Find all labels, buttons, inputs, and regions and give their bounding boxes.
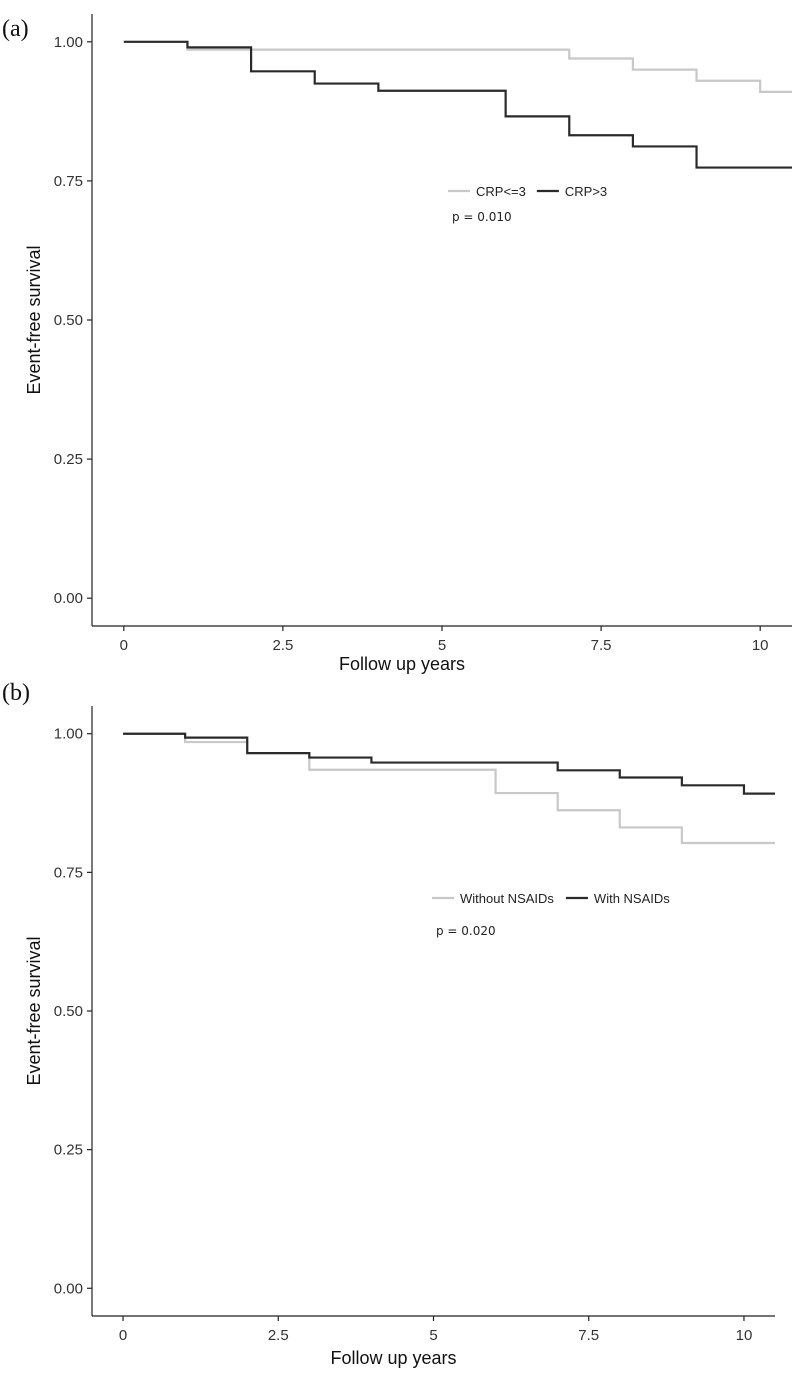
- x-tick-label: 5: [438, 637, 446, 654]
- legend-label: CRP>3: [565, 184, 607, 199]
- x-tick-label: 7.5: [591, 637, 612, 654]
- p-value-annotation: p = 0.010: [452, 210, 512, 224]
- y-axis-title: Event-free survival: [24, 936, 44, 1085]
- survival-curve-light: [123, 40, 792, 93]
- survival-curve-dark: [123, 40, 792, 169]
- x-tick-label: 5: [429, 1327, 437, 1344]
- y-tick-label: 0.75: [54, 864, 83, 881]
- legend-label: With NSAIDs: [594, 891, 670, 906]
- x-tick-label: 2.5: [268, 1327, 289, 1344]
- y-tick-label: 0.50: [54, 1003, 83, 1020]
- x-tick-label: 2.5: [272, 637, 293, 654]
- y-tick-label: 1.00: [54, 34, 83, 51]
- x-tick-label: 0: [119, 1327, 127, 1344]
- x-tick-label: 7.5: [578, 1327, 599, 1344]
- x-axis-title: Follow up years: [339, 654, 465, 674]
- x-tick-label: 0: [120, 637, 128, 654]
- p-value-annotation: p = 0.020: [436, 924, 496, 938]
- y-tick-label: 0.00: [54, 1280, 83, 1297]
- panel-label: (b): [2, 680, 30, 706]
- survival-curve-dark: [123, 732, 775, 795]
- y-tick-label: 0.00: [54, 590, 83, 607]
- legend-label: Without NSAIDs: [460, 891, 554, 906]
- panel-label: (a): [2, 16, 29, 42]
- x-tick-label: 10: [752, 637, 769, 654]
- y-tick-label: 1.00: [54, 726, 83, 743]
- y-tick-label: 0.25: [54, 1142, 83, 1159]
- survival-curve-light: [123, 732, 775, 845]
- x-tick-label: 10: [736, 1327, 753, 1344]
- x-axis-title: Follow up years: [330, 1348, 456, 1368]
- panel-a: (a) 0.00 0.25 0.50 0.75 1.00 0 2.5 5 7.5 10 Follow …: [2, 14, 792, 674]
- y-axis-title: Event-free survival: [24, 245, 44, 394]
- y-tick-label: 0.25: [54, 451, 83, 468]
- panel-b: (b) 0.00 0.25 0.50 0.75 1.00 0 2.5 5 7.5 10 Follow …: [2, 680, 775, 1368]
- legend-label: CRP<=3: [476, 184, 526, 199]
- y-tick-label: 0.50: [54, 312, 83, 329]
- y-tick-label: 0.75: [54, 173, 83, 190]
